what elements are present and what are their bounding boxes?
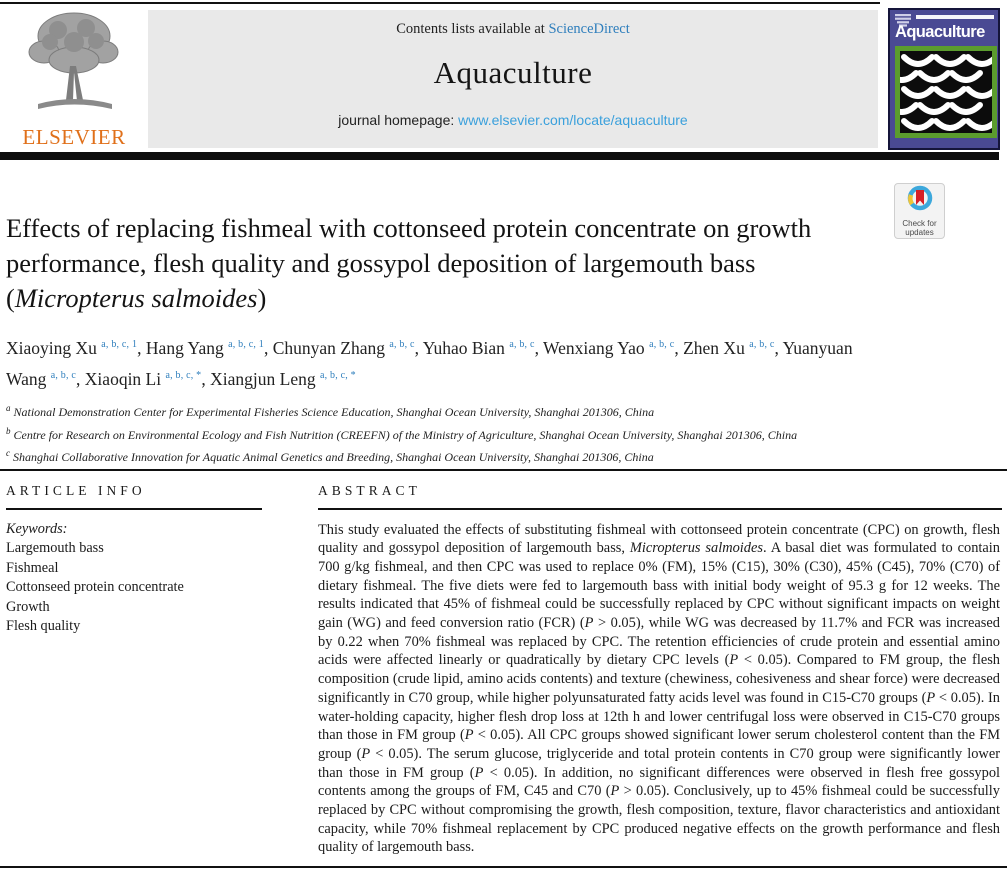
affiliation-text: National Demonstration Center for Experi… (10, 405, 655, 419)
author-superscript: a, b, c (749, 339, 775, 350)
abstract-rule (318, 508, 1002, 510)
author-separator: , (201, 368, 211, 389)
author: Yuanyuan Wang a, b, c, (6, 338, 853, 389)
article-info-heading: ARTICLE INFO (6, 483, 146, 498)
cover-title: Aquaculture (895, 23, 985, 41)
author-superscript: a, b, c (389, 339, 415, 350)
author-separator: , (674, 337, 684, 358)
keyword: Cottonseed protein concentrate (6, 579, 184, 595)
affiliation-list: a National Demonstration Center for Expe… (6, 399, 1001, 467)
cover-top-bar (916, 15, 994, 19)
affiliation-marker: b (6, 425, 11, 436)
author-superscript: a, b, c (509, 339, 535, 350)
keyword: Flesh quality (6, 618, 81, 634)
badge-label: Check for updates (895, 219, 944, 237)
affiliation-marker: c (6, 448, 10, 458)
journal-banner: Contents lists available at ScienceDirec… (148, 10, 878, 148)
author-separator: , (76, 368, 85, 389)
author: Zhen Xu a, b, c, (683, 338, 783, 358)
bottom-rule (0, 866, 1007, 868)
author-separator: , (137, 337, 146, 358)
article-info-rule (6, 508, 262, 510)
keyword: Fishmeal (6, 559, 59, 576)
author-separator: , (263, 337, 273, 358)
contents-line: Contents lists available at ScienceDirec… (148, 10, 878, 38)
author-name: Yuhao Bian (422, 337, 505, 358)
keyword: Growth (6, 598, 50, 615)
fish-waves-icon (885, 54, 999, 131)
badge-label-line2: updates (905, 228, 934, 237)
abstract-text: This study evaluated the effects of subs… (318, 521, 1001, 856)
affiliation: c Shanghai Collaborative Innovation for … (6, 444, 1001, 467)
author: Xiaoqin Li a, b, c, *, (85, 369, 210, 389)
author-separator: , (774, 337, 783, 358)
author-superscript: a, b, c, 1 (228, 339, 264, 350)
author: Wenxiang Yao a, b, c, (543, 338, 683, 358)
article-title: Effects of replacing fishmeal with cotto… (6, 211, 880, 316)
title-line-1: Effects of replacing fishmeal with cotto… (6, 213, 812, 243)
author: Chunyan Zhang a, b, c, (273, 338, 423, 358)
section-divider-rule (0, 469, 1007, 471)
affiliation: a National Demonstration Center for Expe… (6, 399, 1001, 422)
title-line-2: performance, flesh quality and gossypol … (6, 248, 756, 278)
author-name: Hang Yang (145, 337, 224, 358)
keyword: Largemouth bass (6, 540, 104, 556)
abstract-column: ABSTRACT This study evaluated the effect… (318, 483, 1007, 872)
journal-homepage-link[interactable]: www.elsevier.com/locate/aquaculture (458, 112, 688, 128)
abstract-heading: ABSTRACT (318, 483, 421, 498)
author-superscript: a, b, c (50, 369, 77, 381)
author-name: Xiaoying Xu (6, 337, 97, 358)
sciencedirect-link[interactable]: ScienceDirect (548, 21, 630, 37)
affiliation-text: Centre for Research on Environmental Eco… (10, 427, 798, 442)
keywords-label: Keywords: (6, 520, 68, 537)
cover-emblem-icon (895, 14, 911, 27)
cover-fish-panel (885, 46, 999, 138)
author: Yuhao Bian a, b, c, (423, 338, 543, 358)
affiliation-text: Shanghai Collaborative Innovation for Aq… (10, 450, 654, 464)
author-name: Yuanyuan Wang (6, 337, 853, 389)
homepage-line: journal homepage: www.elsevier.com/locat… (148, 112, 878, 128)
top-rule (0, 2, 880, 4)
author-name: Wenxiang Yao (543, 337, 645, 358)
header-divider-bar (0, 152, 999, 160)
author-superscript: a, b, c (649, 339, 675, 350)
author-name: Chunyan Zhang (272, 337, 386, 358)
contents-prefix: Contents lists available at (396, 21, 549, 37)
author-superscript: a, b, c, * (319, 369, 356, 381)
author-separator: , (414, 337, 423, 358)
badge-label-line1: Check for (902, 219, 937, 228)
author-name: Xiangjun Leng (210, 368, 316, 389)
author: Xiangjun Leng a, b, c, * (210, 369, 356, 389)
author-name: Zhen Xu (683, 337, 745, 358)
author-separator: , (534, 337, 544, 358)
affiliation: b Centre for Research on Environmental E… (6, 422, 1001, 445)
title-line-3: (Micropterus salmoides) (6, 283, 267, 313)
author-list: Xiaoying Xu a, b, c, 1, Hang Yang a, b, … (6, 331, 880, 393)
author: Hang Yang a, b, c, 1, (146, 338, 273, 358)
article-info-column: ARTICLE INFO Keywords: Largemouth bass F… (6, 483, 284, 637)
affiliation-marker: a (6, 403, 11, 413)
check-for-updates-icon (907, 185, 932, 211)
homepage-prefix: journal homepage: (338, 112, 459, 128)
author-superscript: a, b, c, * (165, 369, 202, 381)
journal-title: Aquaculture (433, 55, 593, 90)
elsevier-tree-icon (28, 12, 119, 109)
journal-cover-thumbnail[interactable]: Aquaculture (885, 8, 1000, 150)
check-for-updates-badge[interactable]: Check for updates (894, 183, 945, 239)
elsevier-logo: ELSEVIER (4, 8, 144, 150)
elsevier-wordmark: ELSEVIER (22, 125, 126, 149)
author-name: Xiaoqin Li (84, 368, 162, 389)
author-superscript: a, b, c, 1 (101, 339, 138, 350)
author: Xiaoying Xu a, b, c, 1, (6, 338, 146, 358)
